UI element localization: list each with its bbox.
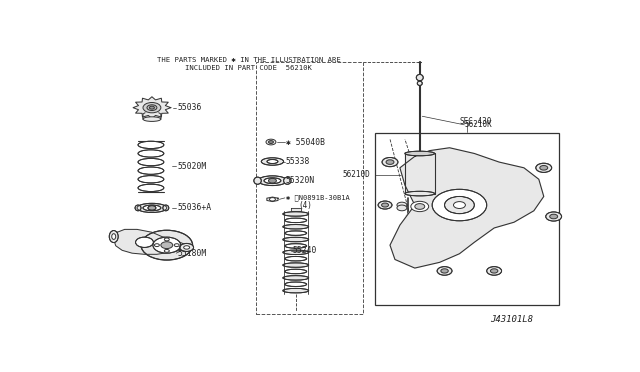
Text: 55338: 55338	[286, 157, 310, 166]
Ellipse shape	[285, 218, 307, 222]
Text: 55020M: 55020M	[177, 162, 207, 171]
Ellipse shape	[143, 205, 161, 211]
Circle shape	[184, 246, 189, 249]
Ellipse shape	[285, 269, 307, 274]
Circle shape	[397, 202, 407, 208]
Polygon shape	[291, 208, 301, 211]
Text: J43101L8: J43101L8	[490, 315, 533, 324]
Circle shape	[386, 160, 394, 164]
Polygon shape	[133, 97, 171, 119]
Ellipse shape	[416, 74, 423, 81]
Ellipse shape	[163, 205, 169, 211]
Circle shape	[441, 269, 448, 273]
Circle shape	[432, 189, 487, 221]
Text: SEC.430: SEC.430	[460, 118, 492, 126]
Ellipse shape	[283, 250, 308, 254]
Circle shape	[411, 201, 429, 212]
Circle shape	[164, 238, 169, 241]
Ellipse shape	[267, 160, 278, 164]
Ellipse shape	[283, 212, 308, 216]
Ellipse shape	[254, 177, 261, 184]
Circle shape	[445, 196, 474, 214]
Text: 55320N: 55320N	[286, 176, 315, 185]
Circle shape	[269, 141, 273, 144]
Ellipse shape	[138, 158, 164, 166]
Circle shape	[397, 205, 407, 211]
Ellipse shape	[417, 81, 422, 86]
Ellipse shape	[283, 288, 308, 293]
Ellipse shape	[283, 225, 308, 229]
Ellipse shape	[284, 177, 291, 184]
Text: ✱ ⓃN0891B-30B1A: ✱ ⓃN0891B-30B1A	[286, 195, 349, 201]
Ellipse shape	[258, 176, 287, 186]
Ellipse shape	[283, 263, 308, 267]
Circle shape	[536, 163, 552, 172]
Polygon shape	[405, 154, 435, 193]
Ellipse shape	[283, 237, 308, 242]
Circle shape	[269, 179, 276, 183]
Ellipse shape	[264, 178, 281, 183]
Ellipse shape	[138, 184, 164, 192]
Ellipse shape	[138, 176, 164, 183]
Circle shape	[381, 203, 388, 207]
Polygon shape	[114, 230, 187, 254]
Circle shape	[266, 139, 276, 145]
Ellipse shape	[285, 282, 307, 286]
Circle shape	[143, 103, 161, 113]
Text: THE PARTS MARKED ✱ IN THE ILLUSTRATION ARE: THE PARTS MARKED ✱ IN THE ILLUSTRATION A…	[157, 57, 340, 63]
Ellipse shape	[135, 205, 141, 211]
Text: ✱ 55040B: ✱ 55040B	[286, 138, 325, 147]
Circle shape	[486, 267, 502, 275]
Circle shape	[147, 105, 157, 110]
Circle shape	[382, 157, 398, 167]
Ellipse shape	[137, 203, 167, 212]
Circle shape	[454, 202, 465, 208]
Text: 55180M: 55180M	[177, 249, 207, 258]
Polygon shape	[143, 113, 161, 119]
Circle shape	[269, 198, 275, 201]
Circle shape	[415, 203, 425, 209]
Text: 55240: 55240	[292, 246, 317, 255]
Ellipse shape	[405, 151, 435, 156]
Ellipse shape	[285, 231, 307, 235]
Ellipse shape	[283, 276, 308, 280]
Circle shape	[141, 230, 193, 260]
Ellipse shape	[143, 117, 161, 121]
Text: 56210K: 56210K	[465, 121, 492, 129]
Circle shape	[174, 244, 179, 247]
Ellipse shape	[285, 256, 307, 261]
Circle shape	[540, 166, 548, 170]
Circle shape	[164, 250, 169, 252]
Circle shape	[153, 237, 180, 253]
Circle shape	[437, 267, 452, 275]
Circle shape	[154, 244, 159, 247]
Bar	[375, 134, 559, 305]
Circle shape	[148, 206, 156, 210]
Circle shape	[180, 243, 193, 251]
Ellipse shape	[112, 234, 116, 240]
Circle shape	[150, 106, 154, 109]
Ellipse shape	[138, 167, 164, 174]
Text: 55036+A: 55036+A	[177, 203, 211, 212]
Ellipse shape	[138, 150, 164, 157]
Circle shape	[490, 269, 498, 273]
Circle shape	[136, 237, 154, 247]
Text: 56210D: 56210D	[343, 170, 371, 179]
Circle shape	[378, 201, 392, 209]
Bar	[256, 62, 363, 314]
Ellipse shape	[285, 244, 307, 248]
Circle shape	[550, 214, 557, 219]
Ellipse shape	[138, 141, 164, 148]
Circle shape	[161, 242, 173, 248]
Text: 55036: 55036	[177, 103, 202, 112]
Polygon shape	[390, 148, 544, 268]
Ellipse shape	[405, 191, 435, 196]
Text: INCLUDED IN PART CODE  56210K: INCLUDED IN PART CODE 56210K	[185, 65, 312, 71]
Text: (4): (4)	[298, 201, 312, 210]
Ellipse shape	[109, 231, 118, 243]
Ellipse shape	[261, 158, 284, 165]
Circle shape	[546, 212, 562, 221]
Polygon shape	[267, 197, 278, 202]
